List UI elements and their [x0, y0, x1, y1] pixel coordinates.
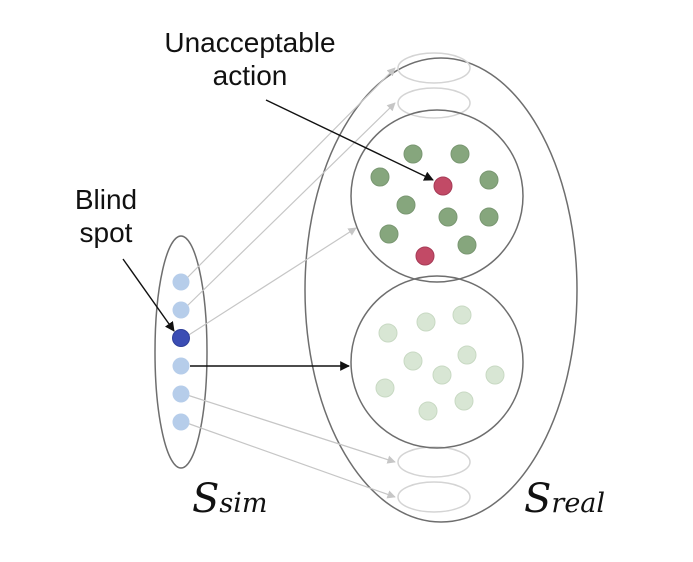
mapping-arrow-5 [183, 393, 396, 464]
sim-set-label: Ssim [192, 476, 268, 522]
faded-cluster-dots [375, 305, 505, 421]
real-set-label: Sreal [524, 476, 605, 522]
faded-action-dot [375, 378, 395, 398]
sim-state-dots [172, 273, 190, 431]
faded-action-dot [403, 351, 423, 371]
sim-set-symbol: S [192, 476, 220, 522]
acceptable-action-dot [370, 167, 390, 187]
sim-state-dot [172, 357, 190, 375]
real-cluster-empty-1 [397, 52, 471, 84]
mapping-arrow-1 [183, 67, 396, 282]
blind-spot-pointer-arrow [122, 258, 175, 332]
faded-action-dot [416, 312, 436, 332]
blind-label-line-1: Blind [74, 184, 138, 215]
blind-spot-label: Blind spot [66, 183, 146, 249]
risky-cluster-dots [370, 144, 499, 266]
sim-state-dot [172, 385, 190, 403]
real-set-symbol: S [524, 476, 552, 522]
faded-action-dot [418, 401, 438, 421]
blind-spot-dot [172, 329, 190, 347]
acceptable-action-dot [457, 235, 477, 255]
faded-action-dot [452, 305, 472, 325]
unacceptable-pointer-arrow [265, 99, 434, 181]
faded-action-dot [432, 365, 452, 385]
unacceptable-action-label: Unacceptable action [150, 26, 350, 92]
unacceptable-label-line-2: action [212, 60, 288, 92]
unacceptable-label-line-1: Unacceptable [164, 27, 336, 58]
acceptable-action-dot [396, 195, 416, 215]
real-cluster-risky [350, 109, 524, 283]
faded-action-dot [378, 323, 398, 343]
acceptable-action-dot [438, 207, 458, 227]
acceptable-action-dot [479, 207, 499, 227]
acceptable-action-dot [379, 224, 399, 244]
faded-action-dot [457, 345, 477, 365]
blind-label-line-2: spot [79, 217, 133, 249]
unacceptable-action-dot [433, 176, 453, 196]
mapping-arrow-6 [183, 421, 396, 499]
real-set-subscript: real [551, 488, 606, 519]
mapping-arrow-2 [183, 102, 396, 310]
acceptable-action-dot [450, 144, 470, 164]
real-cluster-faded [350, 275, 524, 449]
sim-state-dot [172, 413, 190, 431]
sim-state-dot [172, 273, 190, 291]
real-cluster-empty-3 [397, 446, 471, 478]
unacceptable-action-dot [415, 246, 435, 266]
sim-state-dot [172, 301, 190, 319]
real-state-space [304, 57, 578, 523]
sim-state-space [154, 235, 208, 469]
acceptable-action-dot [403, 144, 423, 164]
faded-action-dot [454, 391, 474, 411]
real-cluster-empty-4 [397, 481, 471, 513]
faded-action-dot [485, 365, 505, 385]
acceptable-action-dot [479, 170, 499, 190]
sim-set-subscript: sim [219, 488, 268, 519]
mapping-arrow-3 [183, 227, 357, 339]
real-cluster-empty-2 [397, 87, 471, 119]
